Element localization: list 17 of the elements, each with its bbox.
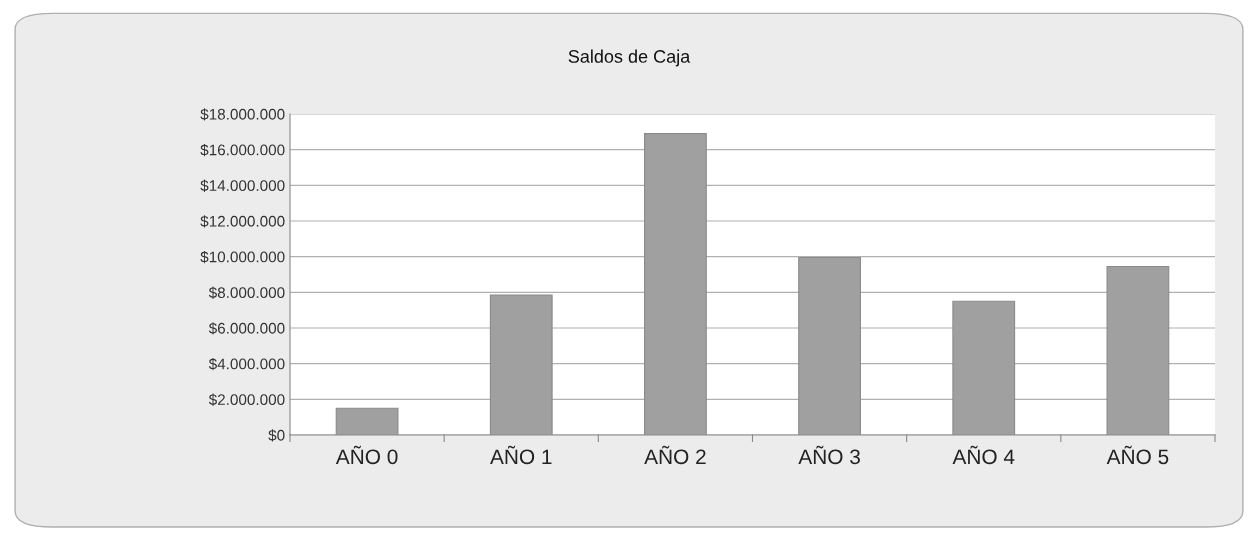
y-tick-label: $12.000.000 [200, 215, 285, 228]
y-tick-label: $4.000.000 [208, 357, 285, 371]
x-tick-label: AÑO 2 [644, 445, 706, 465]
y-tick-label: $14.000.000 [200, 179, 285, 192]
x-tick-label: AÑO 0 [335, 445, 398, 465]
y-tick-label: $2.000.000 [208, 393, 285, 406]
chart-title: Saldos de Caja [568, 49, 691, 67]
x-tick-label: AÑO 1 [490, 445, 552, 465]
y-tick-label: $18.000.000 [200, 108, 285, 121]
x-tick-label: AÑO 4 [952, 445, 1015, 465]
y-tick-label: $10.000.000 [200, 250, 285, 264]
y-tick-label: $0 [268, 429, 285, 442]
y-tick-label: $6.000.000 [208, 322, 285, 335]
y-tick-label: $8.000.000 [208, 286, 285, 299]
x-tick-label: AÑO 5 [1106, 445, 1169, 465]
y-tick-label: $16.000.000 [200, 143, 285, 157]
x-tick-label: AÑO 3 [798, 445, 860, 465]
